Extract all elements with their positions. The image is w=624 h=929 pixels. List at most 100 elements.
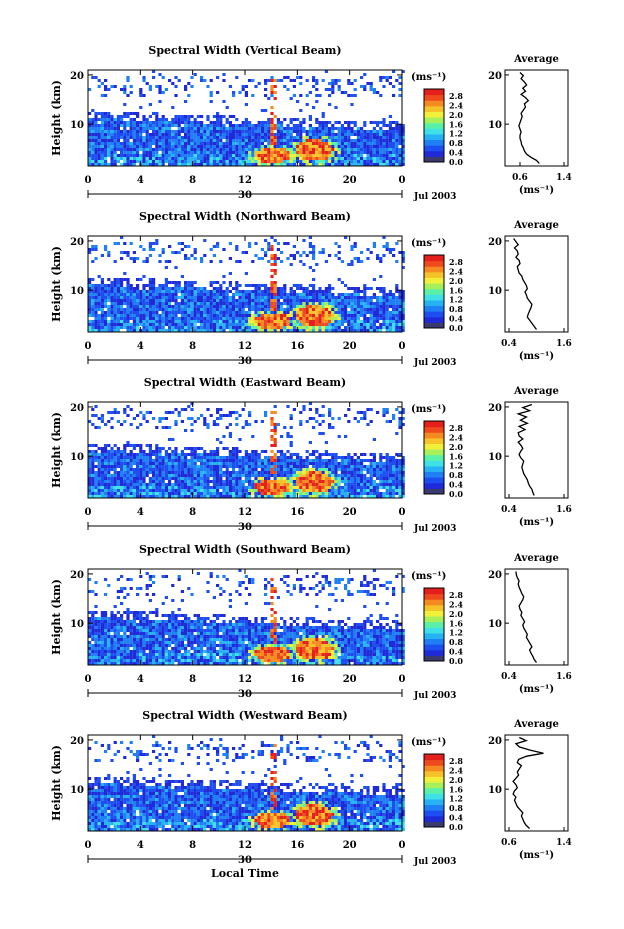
heatmap-cell (219, 441, 223, 444)
heatmap-cell (312, 106, 316, 109)
heatmap-cell (334, 305, 338, 308)
heatmap-cell (305, 148, 309, 151)
heatmap-cell (100, 281, 104, 284)
heatmap-cell (123, 145, 127, 148)
heatmap-cell (216, 308, 220, 311)
heatmap-cell (324, 160, 328, 163)
heatmap-cell (302, 465, 306, 468)
heatmap-cell (289, 97, 293, 100)
heatmap-cell (350, 483, 354, 486)
heatmap-cell (158, 317, 162, 320)
heatmap-cell (318, 311, 322, 314)
heatmap-cell (228, 139, 232, 142)
heatmap-cell (350, 145, 354, 148)
heatmap-cell (264, 308, 268, 311)
heatmap-cell (388, 323, 392, 326)
heatmap-cell (276, 148, 280, 151)
heatmap-cell (148, 284, 152, 287)
heatmap-cell (100, 151, 104, 154)
heatmap-cell (299, 320, 303, 323)
heatmap-cell (91, 260, 95, 263)
heatmap-cell (385, 145, 389, 148)
heatmap-cell (248, 163, 252, 166)
heatmap-cell (350, 157, 354, 160)
heatmap-cell (171, 471, 175, 474)
heatmap-cell (180, 489, 184, 492)
heatmap-cell (340, 160, 344, 163)
heatmap-cell (88, 299, 92, 302)
heatmap-cell (158, 420, 162, 423)
heatmap-cell (257, 163, 261, 166)
heatmap-cell (241, 495, 245, 498)
heatmap-cell (212, 296, 216, 299)
heatmap-cell (184, 281, 188, 284)
heatmap-cell (171, 474, 175, 477)
heatmap-cell (267, 314, 271, 317)
heatmap-cell (244, 326, 248, 329)
heatmap-cell (238, 299, 242, 302)
heatmap-cell (116, 127, 120, 130)
heatmap-cell (158, 91, 162, 94)
heatmap-cell (187, 483, 191, 486)
heatmap-cell (340, 305, 344, 308)
heatmap-cell (369, 130, 373, 133)
heatmap-cell (174, 423, 178, 426)
heatmap-cell (241, 320, 245, 323)
heatmap-cell (315, 302, 319, 305)
heatmap-cell (305, 308, 309, 311)
heatmap-cell (340, 465, 344, 468)
heatmap-cell (216, 329, 220, 332)
heatmap-cell (337, 245, 341, 248)
heatmap-cell (190, 480, 194, 483)
heatmap-cell (168, 447, 172, 450)
heatmap-cell (206, 483, 210, 486)
heatmap-cell (385, 329, 389, 332)
heatmap-cell (312, 245, 316, 248)
heatmap-cell (110, 290, 114, 293)
heatmap-cell (353, 139, 357, 142)
heatmap-cell (203, 290, 207, 293)
heatmap-cell (152, 311, 156, 314)
heatmap-cell (203, 254, 207, 257)
heatmap-cell (264, 465, 268, 468)
heatmap-cell (228, 320, 232, 323)
heatmap-cell (331, 79, 335, 82)
heatmap-cell (145, 296, 149, 299)
heatmap-cell (174, 124, 178, 127)
heatmap-cell (312, 251, 316, 254)
heatmap-cell (369, 145, 373, 148)
heatmap-cell (100, 302, 104, 305)
heatmap-cell (276, 145, 280, 148)
heatmap-cell (379, 275, 383, 278)
heatmap-cell (257, 139, 261, 142)
heatmap-cell (171, 323, 175, 326)
heatmap-cell (190, 139, 194, 142)
heatmap-cell (187, 486, 191, 489)
heatmap-cell (190, 281, 194, 284)
heatmap-cell (126, 483, 130, 486)
heatmap-cell (136, 293, 140, 296)
heatmap-cell (331, 124, 335, 127)
heatmap-cell (212, 245, 216, 248)
heatmap-cell (379, 136, 383, 139)
heatmap-cell (315, 130, 319, 133)
heatmap-cell (104, 444, 108, 447)
heatmap-cell (232, 465, 236, 468)
heatmap-cell (222, 483, 226, 486)
heatmap-cell (251, 489, 255, 492)
heatmap-cell (334, 139, 338, 142)
heatmap-cell (113, 444, 117, 447)
heatmap-cell (334, 79, 338, 82)
heatmap-cell (100, 317, 104, 320)
heatmap-cell (248, 79, 252, 82)
heatmap-cell (324, 145, 328, 148)
heatmap-cell (200, 287, 204, 290)
heatmap-cell (161, 160, 165, 163)
heatmap-cell (337, 145, 341, 148)
heatmap-cell (353, 417, 357, 420)
heatmap-cell (190, 465, 194, 468)
heatmap-cell (334, 106, 338, 109)
heatmap-cell (132, 302, 136, 305)
heatmap-cell (107, 112, 111, 115)
heatmap-cell (369, 142, 373, 145)
